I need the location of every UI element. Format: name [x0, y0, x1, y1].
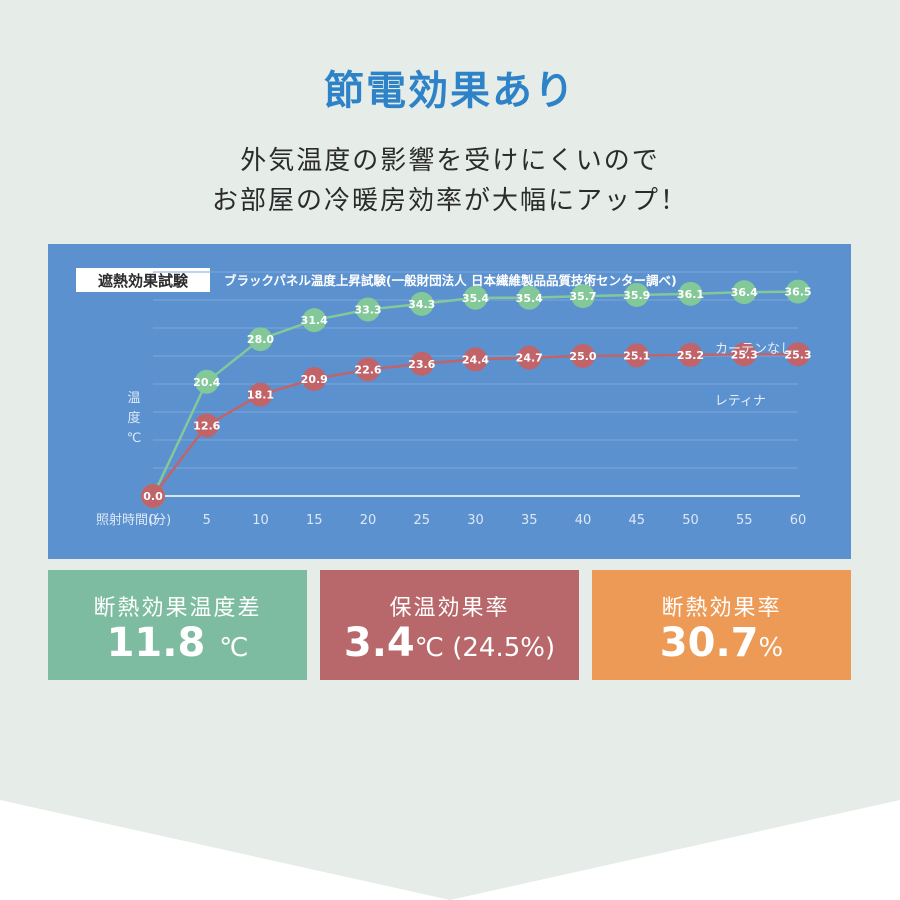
- data-label: 25.0: [569, 350, 596, 363]
- data-point-marker: [624, 343, 649, 368]
- x-tick-label: 45: [628, 513, 645, 528]
- y-axis-label: 温: [127, 391, 140, 406]
- stat-value-wrap: 30.7%: [592, 620, 851, 666]
- data-point-marker: [248, 327, 273, 352]
- chart-panel: 遮熱効果試験 ブラックパネル温度上昇試験(一般財団法人 日本繊維製品品質技術センタ…: [48, 244, 851, 559]
- series-line-1: [152, 353, 798, 497]
- series-name-label: レティナ: [715, 394, 766, 409]
- x-tick-label: 25: [413, 513, 430, 528]
- x-tick-label: 35: [521, 513, 538, 528]
- stat-value: 11.8: [106, 620, 206, 666]
- subtitle-line-1: 外気温度の影響を受けにくいので: [240, 146, 660, 176]
- x-tick-label: 60: [790, 513, 807, 528]
- x-tick-label: 0: [149, 513, 157, 528]
- stat-unit: %: [758, 633, 784, 663]
- data-label: 25.3: [784, 348, 811, 361]
- stat-unit: ℃: [219, 633, 249, 663]
- data-label: 35.4: [516, 292, 543, 305]
- data-label: 36.4: [731, 286, 758, 299]
- x-axis-label: 照射時間(分): [96, 512, 171, 528]
- data-point-marker: [732, 280, 757, 305]
- data-point-marker: [571, 344, 595, 368]
- data-label: 36.5: [784, 286, 811, 299]
- stat-value: 3.4: [343, 620, 415, 666]
- x-tick-label: 30: [467, 513, 484, 528]
- data-point-marker: [463, 285, 488, 310]
- stat-label: 保温効果率: [389, 596, 510, 621]
- stat-value-wrap: 3.4℃ (24.5%): [320, 620, 579, 666]
- stat-unit: ℃ (24.5%): [414, 633, 556, 663]
- data-label: 35.7: [569, 290, 596, 303]
- chart-tag-label: 遮熱効果試験: [98, 272, 189, 290]
- data-point-marker: [517, 345, 542, 370]
- data-point-marker: [786, 342, 810, 367]
- x-tick-label: 55: [736, 513, 753, 528]
- x-tick-label: 50: [682, 513, 699, 528]
- stat-box-insulation-temp-diff: 断熱効果温度差 11.8 ℃: [48, 570, 307, 680]
- data-point-marker: [194, 369, 219, 394]
- data-label: 12.6: [193, 419, 220, 432]
- chart-title: ブラックパネル温度上昇試験(一般財団法人 日本繊維製品品質技術センター調べ): [224, 273, 677, 288]
- subtitle-line-2: お部屋の冷暖房効率が大幅にアップ！: [211, 186, 688, 216]
- data-label: 24.7: [516, 352, 543, 365]
- data-point-marker: [678, 281, 703, 306]
- y-axis-label: ℃: [127, 431, 142, 446]
- data-point-marker: [302, 366, 327, 391]
- data-point-marker: [786, 279, 810, 304]
- data-point-marker: [678, 342, 703, 367]
- data-label: 25.1: [623, 349, 650, 362]
- data-point-marker: [571, 284, 595, 309]
- data-label: 20.9: [301, 373, 328, 386]
- data-point-marker: [302, 308, 327, 333]
- data-label: 35.4: [462, 292, 489, 305]
- x-tick-label: 5: [203, 513, 211, 528]
- data-label: 22.6: [354, 363, 381, 376]
- data-point-marker: [356, 297, 380, 322]
- stat-label: 断熱効果温度差: [93, 596, 262, 621]
- data-label: 25.3: [731, 348, 758, 361]
- x-tick-label: 40: [575, 513, 592, 528]
- data-label: 31.4: [301, 314, 328, 327]
- x-tick-label: 15: [306, 513, 323, 528]
- x-tick-label: 10: [252, 513, 269, 528]
- data-label: 35.9: [623, 289, 650, 302]
- stat-box-heat-retention-rate: 保温効果率 3.4℃ (24.5%): [320, 570, 579, 680]
- data-point-marker: [356, 357, 380, 382]
- data-label: 18.1: [247, 389, 274, 402]
- data-point-marker: [141, 484, 165, 508]
- stat-value: 30.7: [659, 620, 759, 666]
- data-label: 34.3: [408, 298, 435, 311]
- data-label: 25.2: [677, 349, 704, 362]
- stat-value-wrap: 11.8 ℃: [48, 620, 307, 666]
- x-tick-label: 20: [360, 513, 377, 528]
- data-point-marker: [732, 342, 757, 367]
- data-point-marker: [463, 347, 488, 372]
- stat-label: 断熱効果率: [661, 596, 782, 621]
- data-point-marker: [409, 351, 434, 376]
- data-label: 24.4: [462, 353, 489, 366]
- data-label: 33.3: [354, 304, 381, 317]
- stat-box-insulation-rate: 断熱効果率 30.7%: [592, 570, 851, 680]
- data-point-marker: [409, 291, 434, 316]
- data-point-marker: [624, 282, 649, 307]
- series-name-label: カーテンなし: [715, 342, 793, 357]
- page-title: 節電効果あり: [324, 68, 576, 114]
- data-label: 28.0: [247, 333, 274, 346]
- y-axis-label: 度: [127, 410, 140, 426]
- data-label: 20.4: [193, 376, 220, 389]
- data-point-marker: [194, 413, 219, 438]
- data-label: 36.1: [677, 288, 704, 301]
- chart-svg: 遮熱効果試験 ブラックパネル温度上昇試験(一般財団法人 日本繊維製品品質技術センタ…: [76, 268, 812, 528]
- data-label: 23.6: [408, 358, 435, 371]
- data-point-marker: [248, 382, 273, 407]
- data-point-marker: [517, 285, 542, 310]
- data-label: 0.0: [143, 490, 163, 503]
